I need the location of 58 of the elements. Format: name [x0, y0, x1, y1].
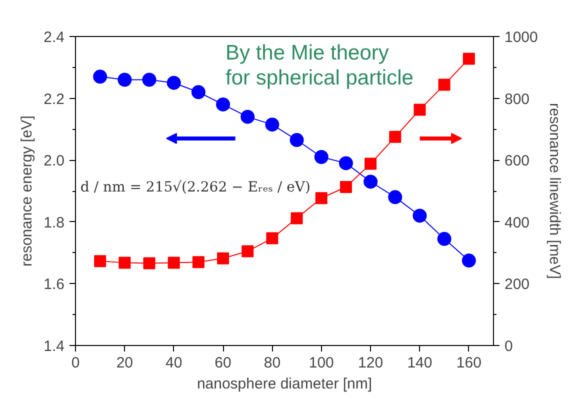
point — [142, 72, 156, 87]
point — [388, 190, 402, 204]
point — [192, 256, 204, 268]
point — [389, 130, 402, 143]
y2-tick-label: 800 — [504, 90, 530, 108]
x-tick-label: 40 — [166, 354, 182, 372]
point — [338, 156, 353, 170]
point — [364, 174, 378, 189]
point — [191, 85, 206, 100]
x-tick-label: 120 — [358, 354, 384, 372]
point — [314, 150, 328, 164]
y2-tick-label: 0 — [504, 338, 513, 355]
point — [216, 97, 230, 112]
y-tick-label: 2.2 — [44, 90, 65, 108]
y2-tick-label: 400 — [504, 214, 530, 232]
y-tick-label: 1.8 — [44, 214, 65, 232]
point — [290, 133, 304, 147]
point — [240, 110, 255, 124]
point — [118, 256, 131, 269]
x-tick-label: 0 — [71, 354, 80, 372]
annotation: d / nm = 215√(2.262 − Eᵣₑₛ / eV) — [80, 180, 310, 196]
y2-axis-title: resonance linewidth [meV] — [546, 103, 563, 279]
point — [437, 232, 452, 246]
point — [168, 256, 180, 269]
y-tick-label: 2.4 — [44, 29, 65, 46]
y-axis-title: resonance energy [eV] — [18, 116, 36, 266]
point — [462, 254, 476, 268]
text: By the Mie theory for spherical particle — [226, 42, 414, 90]
y2-tick-label: 600 — [504, 152, 530, 170]
y2-tick-label: 1000 — [504, 29, 538, 46]
point — [118, 72, 132, 87]
point — [438, 78, 450, 91]
x-axis-title: nanosphere diameter [nm] — [196, 376, 372, 392]
point — [412, 208, 427, 223]
point — [265, 118, 280, 132]
x-tick-label: 160 — [456, 354, 482, 372]
x-tick-label: 20 — [116, 354, 134, 372]
point — [266, 232, 278, 244]
point — [94, 255, 106, 268]
point — [217, 252, 230, 264]
point — [340, 180, 352, 193]
point — [93, 70, 108, 84]
x-tick-label: 80 — [264, 354, 281, 372]
point — [414, 104, 426, 116]
point — [242, 245, 254, 258]
x-tick-label: 140 — [407, 354, 432, 372]
point — [290, 212, 303, 224]
point — [462, 52, 475, 65]
y-tick-label: 2.0 — [44, 152, 65, 170]
x-tick-label: 60 — [214, 354, 232, 372]
x-tick-label: 100 — [308, 354, 334, 372]
point — [143, 257, 156, 270]
y-tick-label: 1.6 — [44, 276, 65, 294]
point — [364, 158, 377, 170]
point — [166, 76, 181, 90]
point — [315, 192, 328, 204]
y2-tick-label: 200 — [504, 276, 530, 294]
y-tick-label: 1.4 — [44, 338, 65, 355]
